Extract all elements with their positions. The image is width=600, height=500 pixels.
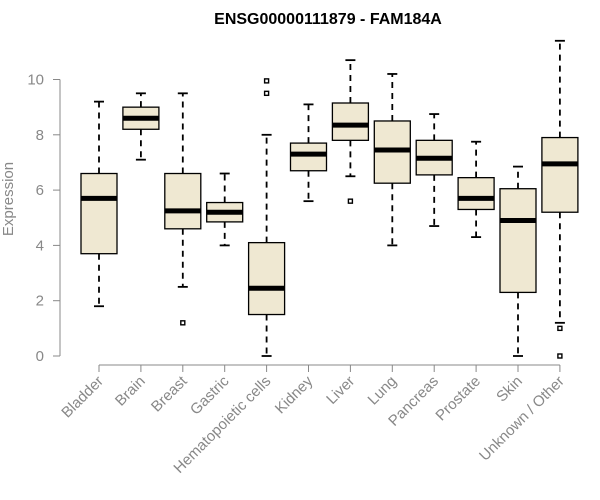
box-skin bbox=[499, 165, 537, 357]
chart-title: ENSG00000111879 - FAM184A bbox=[214, 11, 442, 28]
y-tick-label: 8 bbox=[36, 127, 44, 144]
box-bladder bbox=[80, 100, 118, 308]
box-pancreas bbox=[415, 113, 453, 227]
x-tick-label: Prostate bbox=[432, 373, 484, 425]
box-hematopoietic-cells bbox=[247, 78, 286, 357]
x-tick-label: Skin bbox=[493, 373, 526, 406]
box-body bbox=[499, 188, 537, 294]
outlier-point bbox=[557, 353, 563, 359]
outlier-point bbox=[557, 325, 563, 332]
box-unknown-other bbox=[541, 39, 579, 359]
y-tick-label: 4 bbox=[36, 237, 44, 254]
box-prostate bbox=[457, 140, 495, 239]
box-body bbox=[289, 142, 328, 172]
x-tick-label: Liver bbox=[323, 373, 358, 408]
box-kidney bbox=[289, 103, 328, 203]
box-lung bbox=[373, 73, 411, 247]
y-axis: 0 2 4 6 8 10 bbox=[27, 72, 61, 365]
y-tick-label: 6 bbox=[36, 182, 44, 199]
box-body bbox=[80, 172, 118, 255]
x-tick-label: Bladder bbox=[58, 373, 107, 422]
y-tick-label: 2 bbox=[36, 293, 44, 310]
box-body bbox=[457, 177, 495, 211]
x-tick-label: Brain bbox=[112, 373, 149, 410]
box-gastric bbox=[206, 172, 244, 247]
y-tick-label: 0 bbox=[36, 348, 44, 365]
box-body bbox=[331, 102, 370, 141]
box-body bbox=[247, 241, 286, 316]
outlier-point bbox=[180, 320, 186, 326]
outlier-point bbox=[263, 90, 270, 97]
box-body bbox=[164, 172, 202, 230]
y-axis-label: Expression bbox=[0, 162, 17, 236]
outlier-point bbox=[263, 78, 270, 84]
y-tick-label: 10 bbox=[27, 72, 44, 89]
box-brain bbox=[122, 92, 160, 161]
x-tick-label: Lung bbox=[365, 373, 401, 409]
boxplot-series bbox=[80, 39, 579, 359]
x-tick-label: Kidney bbox=[272, 372, 317, 417]
box-body bbox=[541, 136, 579, 213]
box-liver bbox=[331, 59, 370, 204]
outlier-point bbox=[347, 198, 354, 204]
box-breast bbox=[164, 92, 202, 326]
x-tick-label: Breast bbox=[148, 372, 191, 415]
